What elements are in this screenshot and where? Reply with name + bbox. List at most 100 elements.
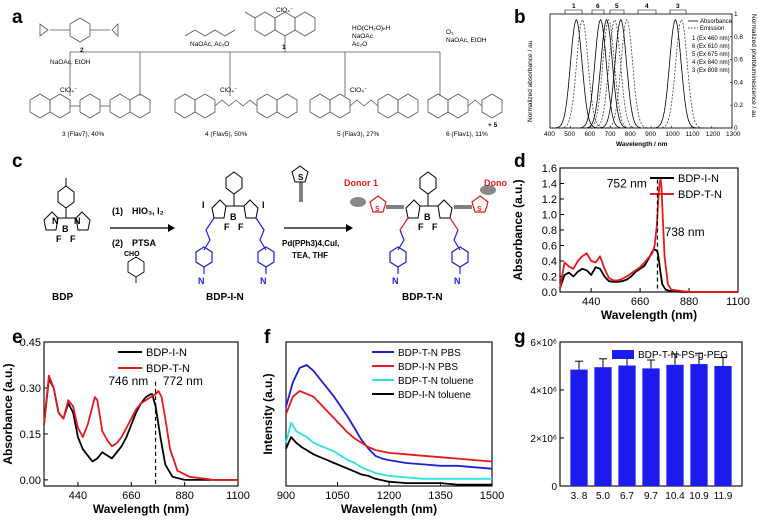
compound-1-label: 1 bbox=[282, 44, 286, 51]
panel-b-legend: Absorbance Emission 1 (Ex 460 nm) 6 (Ex … bbox=[688, 19, 733, 74]
chart-d-series-bdp-i-n bbox=[559, 248, 738, 293]
bdp-i-n-atom-f-right: F bbox=[238, 222, 244, 232]
panel-b-x-tick-label: 600 bbox=[584, 131, 595, 138]
chart-d-series-bdp-t-n bbox=[559, 178, 738, 293]
chart-d-y-tick-label: 0.6 bbox=[542, 241, 557, 253]
bdp-t-n-atom-n-left: N bbox=[392, 276, 399, 286]
coupling-conditions-1: Pd(PPh3)4,CuI, bbox=[282, 239, 339, 248]
compound-bdp-i-n-label: BDP-I-N bbox=[206, 292, 244, 303]
reaction-arrowhead-1 bbox=[168, 224, 175, 232]
panel-b-x-tick-label: 1300 bbox=[726, 131, 741, 138]
product-4-perchlorate: ClO₄⁻ bbox=[220, 87, 238, 94]
chart-d-legend-label: BDP-I-N bbox=[678, 173, 719, 185]
panel-b-x-tick-label: 400 bbox=[544, 131, 555, 138]
bdp-atom-b: B bbox=[62, 224, 69, 234]
dianil-chain bbox=[184, 29, 236, 37]
aldehyde-structure bbox=[127, 256, 145, 283]
chart-g-x-tick-label: 10.9 bbox=[689, 491, 709, 502]
chart-f-legend-label: BDP-T-N PBS bbox=[398, 348, 461, 359]
panel-letter-d: d bbox=[514, 151, 526, 172]
product-4-structure bbox=[174, 93, 298, 119]
chart-e-frame bbox=[43, 341, 239, 487]
chart-f-series-bdp-i-n-pbs bbox=[285, 390, 493, 463]
chart-f-legend-label: BDP-T-N toluene bbox=[398, 376, 474, 387]
chart-d-y-tick-label: 0.4 bbox=[542, 256, 557, 268]
bdp-atom-f-right: F bbox=[70, 234, 76, 244]
thiophene-atom-s: S bbox=[298, 173, 304, 182]
bdp-i-n-styryl-arms bbox=[195, 217, 275, 274]
reagent-right-2: NaOAc bbox=[352, 33, 374, 40]
compound-2-structure bbox=[39, 17, 119, 43]
panel-letter-b: b bbox=[514, 7, 526, 28]
chart-g-x-tick-label: 3. 8 bbox=[571, 491, 588, 502]
panel-b-x-tick-label: 900 bbox=[645, 131, 656, 138]
chart-e-series-bdp-i-n bbox=[43, 377, 238, 481]
coupling-conditions-2: TEA, THF bbox=[292, 251, 328, 260]
chart-g-x-tick-label: 10.4 bbox=[665, 491, 685, 502]
bdp-t-n-atom-b: B bbox=[424, 212, 431, 222]
product-4-label: 4 (Flav5), 50% bbox=[205, 131, 247, 138]
step-1-reagent: HIO₃, I₂ bbox=[132, 206, 164, 216]
panel-b-y-label-left: Normalized absorbance / au bbox=[527, 40, 534, 122]
chart-d-y-tick-label: 0.2 bbox=[542, 272, 557, 284]
bdp-i-n-atom-b: B bbox=[230, 212, 237, 222]
panel-b-legend-entry-5: 5 (Ex 675 nm) bbox=[692, 52, 730, 58]
chart-d-x-tick-label: 880 bbox=[680, 296, 698, 308]
product-6-label: 6 (Flav1), 11% bbox=[446, 131, 488, 138]
bdp-t-n-thiophene-donors bbox=[369, 195, 489, 213]
reagent-right-3: Ac₂O bbox=[352, 41, 367, 48]
panel-b-y-tick-label: 0.8 bbox=[734, 34, 743, 41]
panel-b-y-label-right: Normalized photoluminescence / au bbox=[750, 14, 757, 118]
chart-d-annotation-752: 752 nm bbox=[607, 176, 647, 190]
chart-f-legend-label: BDP-I-N PBS bbox=[398, 362, 458, 373]
chart-d-legend-label: BDP-T-N bbox=[678, 189, 722, 201]
perchlorate-center: ClO₄⁻ bbox=[276, 7, 294, 14]
reagent-middle-conditions: NaOAc, Ac₂O bbox=[190, 41, 229, 48]
panel-b-legend-entry-1: 1 (Ex 460 nm) bbox=[692, 36, 730, 42]
bdp-t-n-atom-f-left: F bbox=[418, 222, 424, 232]
product-3-structure bbox=[29, 93, 151, 119]
ethynylthiophene-structure bbox=[291, 165, 309, 202]
chart-g-bar bbox=[618, 365, 636, 486]
reagent-left-conditions: NaOAc, EtOH bbox=[50, 59, 91, 66]
chart-f-series-bdp-t-n-toluene bbox=[285, 421, 492, 480]
chart-f-x-tick-label: 1200 bbox=[377, 490, 401, 502]
chart-d-y-label: Absorbance (a.u.) bbox=[511, 179, 525, 280]
panel-b-bracket-1: 1 bbox=[572, 3, 576, 10]
compound-1-structure bbox=[244, 11, 316, 46]
panel-b-x-tick-label: 1000 bbox=[665, 131, 680, 138]
product-6-structure bbox=[427, 93, 503, 119]
chart-g-bar bbox=[642, 368, 660, 486]
panel-b-y-tick-label: 0.6 bbox=[734, 57, 743, 64]
bdp-t-n-styryl-arms bbox=[389, 229, 469, 274]
chart-f-legend-label: BDP-I-N toluene bbox=[398, 390, 471, 401]
panel-b-curve bbox=[550, 18, 732, 129]
chart-e-y-label: Absorbance (a.u.) bbox=[1, 363, 15, 464]
bdp-t-n-atom-s-left: S bbox=[375, 206, 380, 213]
panel-b-x-tick-label: 800 bbox=[625, 131, 636, 138]
chart-e: 440 660 880 1100 0.00 0.15 0.30 0.45 Wavelength … bbox=[1, 337, 250, 516]
chart-f-x-label: Wavelength (nm) bbox=[341, 502, 437, 516]
chart-e-y-tick-label: 0.15 bbox=[20, 429, 41, 441]
chart-d: 440 660 880 1100 0.0 0.2 0.4 0.6 0.8 1.0 1.2 1.4 1.6… bbox=[511, 163, 750, 322]
panel-letter-g: g bbox=[514, 327, 526, 348]
chart-g-bar bbox=[714, 366, 732, 486]
panel-b-x-tick-label: 700 bbox=[605, 131, 616, 138]
chart-e-legend-label: BDP-T-N bbox=[146, 363, 190, 375]
panel-b-bracket-4: 4 bbox=[645, 3, 649, 10]
product-3-label: 3 (Flav7), 40% bbox=[62, 131, 104, 138]
chart-d-x-tick-label: 440 bbox=[582, 296, 600, 308]
bdp-t-n-donor-spheres bbox=[350, 185, 496, 207]
donor-1-label: Donor 1 bbox=[344, 178, 378, 188]
reagent-right-1: HO(CH₂O)ₙH bbox=[352, 25, 391, 32]
panel-b-y-tick-label: 0.4 bbox=[734, 79, 743, 86]
panel-b-x-tick-label: 1100 bbox=[686, 131, 700, 138]
chart-f-series-bdp-i-n-toluene bbox=[285, 436, 492, 486]
chart-d-y-tick-label: 1.0 bbox=[542, 210, 557, 222]
chart-f-frame bbox=[285, 341, 493, 487]
bdp-t-n-atom-n-right: N bbox=[454, 276, 461, 286]
product-5-label: 5 (Flav3), 27% bbox=[337, 131, 379, 138]
chart-g-bar bbox=[690, 364, 708, 486]
bdp-t-n-structure bbox=[386, 171, 472, 219]
